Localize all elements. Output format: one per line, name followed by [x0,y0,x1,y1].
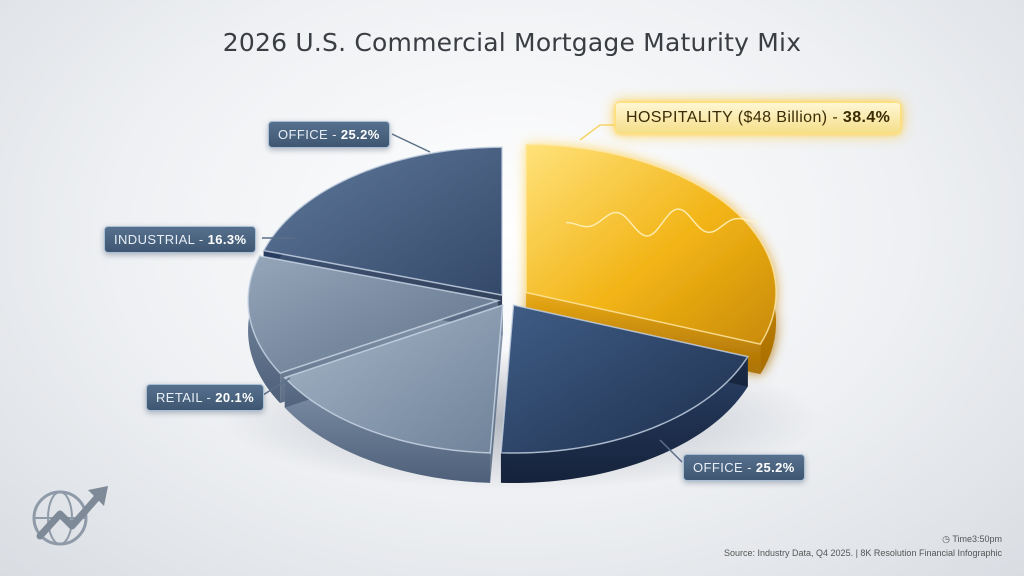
label-office-top: OFFICE - 25.2% [268,121,390,148]
label-hospitality-value: 38.4% [842,109,891,126]
label-hospitality-name: HOSPITALITY ($48 Billion) [626,109,828,126]
chart-title: 2026 U.S. Commercial Mortgage Maturity M… [222,28,802,57]
footer-time-text: Time3:50pm [952,534,1002,544]
hospitality-waveform-decoration [566,208,759,237]
globe-growth-logo-icon [28,480,118,555]
leader-line-office-top [391,133,431,153]
label-industrial-name: INDUSTRIAL [114,232,195,247]
slice-office-bottom [500,304,750,483]
slice-industrial-top [247,255,502,374]
leader-line-office-bottom [659,439,683,463]
label-office-bottom: OFFICE - 25.2% [683,454,805,481]
slice-office-bottom-side [500,356,748,483]
label-office-bottom-name: OFFICE [693,460,744,475]
clock-icon: ◷ [942,534,950,544]
footer-time: ◷ Time3:50pm [942,534,1002,545]
label-retail-value: 20.1% [215,390,255,405]
footer-source: Source: Industry Data, Q4 2025. | 8K Res… [724,548,1002,558]
slice-retail [283,304,504,483]
label-industrial: INDUSTRIAL - 16.3% [104,226,257,253]
leader-line-retail [262,377,291,396]
label-retail-name: RETAIL [156,390,203,405]
slice-retail-top [283,304,504,454]
leader-line-hospitality [579,124,622,141]
slice-retail-side [284,377,491,483]
label-hospitality: HOSPITALITY ($48 Billion) - 38.4% [615,102,902,134]
label-office-top-value: 25.2% [340,127,380,142]
slice-office-bottom-top [500,304,750,454]
label-office-top-name: OFFICE [278,127,329,142]
label-industrial-value: 16.3% [207,232,247,247]
label-office-bottom-value: 25.2% [755,460,795,475]
label-retail: RETAIL - 20.1% [146,384,265,411]
slice-office-top-top [262,146,503,297]
slice-hospitality-top [525,143,777,345]
